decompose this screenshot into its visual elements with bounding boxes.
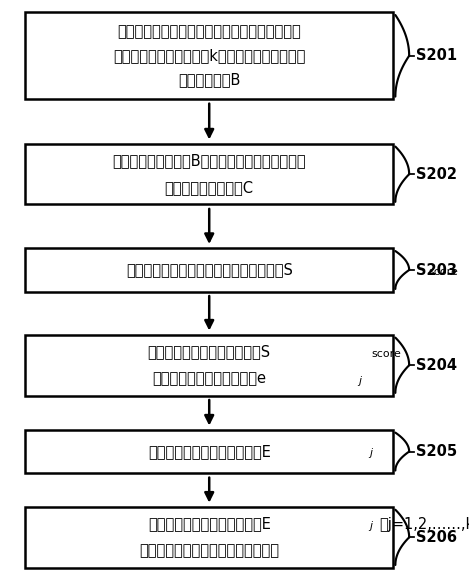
Text: S202: S202 xyxy=(416,166,457,182)
Text: 计算实测样本主成分得分矩阵S: 计算实测样本主成分得分矩阵S xyxy=(148,345,271,360)
Text: S201: S201 xyxy=(416,48,457,63)
Text: score: score xyxy=(428,267,458,277)
Text: 间段的光谱扫描，并采集k个实测样本，构建实测: 间段的光谱扫描，并采集k个实测样本，构建实测 xyxy=(113,48,305,63)
Text: 计算出降维后的实测样本主成分得分矩阵S: 计算出降维后的实测样本主成分得分矩阵S xyxy=(126,263,293,277)
Bar xyxy=(25,12,393,99)
Text: j: j xyxy=(370,521,372,531)
Text: j: j xyxy=(370,448,372,458)
Text: 将标样材料放置于近红外光谱设备上进行不同时: 将标样材料放置于近红外光谱设备上进行不同时 xyxy=(117,24,301,39)
Text: j: j xyxy=(358,376,361,386)
Bar xyxy=(25,248,393,292)
Text: 根据每个实测样本的稳定距离E: 根据每个实测样本的稳定距离E xyxy=(148,517,271,531)
Bar xyxy=(25,144,393,205)
Text: 的实测样本光谱矩阵C: 的实测样本光谱矩阵C xyxy=(165,180,254,195)
Text: score: score xyxy=(372,349,402,360)
Text: S205: S205 xyxy=(416,444,457,459)
Text: 的大小判断近红外光谱设备的稳定性: 的大小判断近红外光谱设备的稳定性 xyxy=(139,543,279,558)
Text: S206: S206 xyxy=(416,530,457,545)
Bar xyxy=(25,335,393,396)
Text: （j=1,2,……,k）: （j=1,2,……,k） xyxy=(379,517,469,531)
Text: 样本光谱矩阵B: 样本光谱矩阵B xyxy=(178,72,241,88)
Text: 对实测样本光谱矩阵B进行预处理，构建预处理后: 对实测样本光谱矩阵B进行预处理，构建预处理后 xyxy=(113,153,306,168)
Text: S203: S203 xyxy=(416,263,457,277)
Text: S204: S204 xyxy=(416,358,457,373)
Bar xyxy=(25,507,393,568)
Text: 计算实测样本主成分得分矩阵S: 计算实测样本主成分得分矩阵S xyxy=(148,345,271,360)
Bar xyxy=(25,430,393,473)
Text: 计算每个实测样本的稳定距离E: 计算每个实测样本的稳定距离E xyxy=(148,444,271,459)
Text: 定性模型的主成分空间距禽e: 定性模型的主成分空间距禽e xyxy=(152,371,266,386)
Text: 计算出降维后的实测样本主成分得分矩阵S: 计算出降维后的实测样本主成分得分矩阵S xyxy=(126,263,293,277)
